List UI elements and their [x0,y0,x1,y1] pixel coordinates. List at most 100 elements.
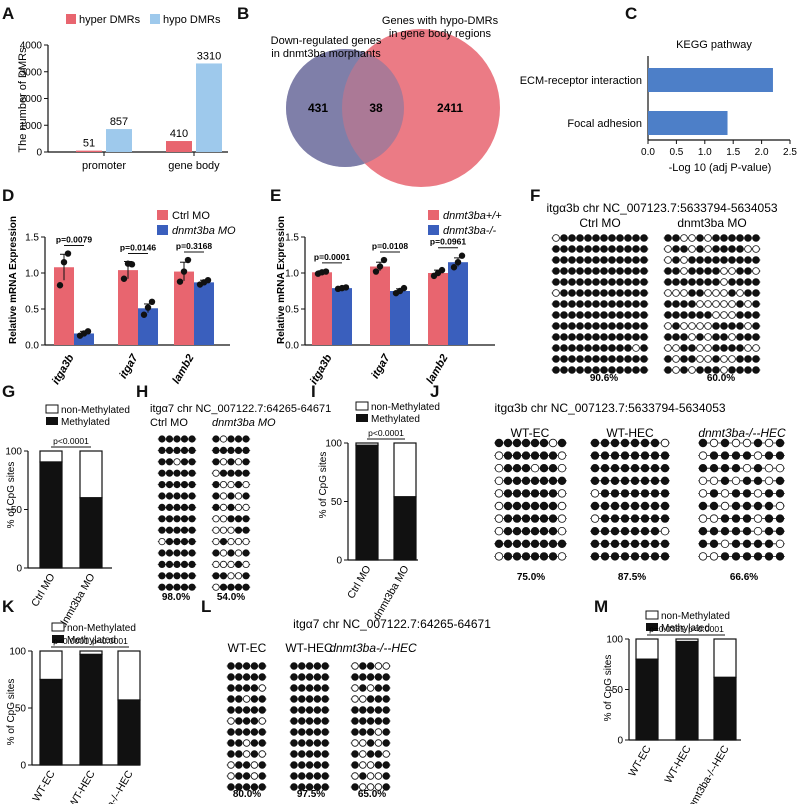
cpg-methylated-dot [227,783,235,791]
methylation-percent: 66.6% [730,572,758,583]
cpg-methylated-dot [764,539,774,548]
cpg-methylated-dot [731,489,741,498]
cpg-methylated-dot [672,256,680,264]
cpg-unmethylated-dot [704,322,712,330]
cpg-methylated-dot [165,458,174,466]
cpg-methylated-dot [698,501,708,511]
cpg-methylated-dot [696,278,704,286]
data-point [128,261,136,268]
cpg-methylated-dot [560,267,568,275]
cpg-methylated-dot [664,355,672,363]
panel-c: KEGG pathway -Log 10 (adj P-value) 0.0 0.… [520,39,798,174]
cpg-unmethylated-dot [728,333,736,341]
cpg-methylated-dot [640,322,648,330]
cpg-methylated-dot [584,333,592,341]
bar-methylated [39,678,63,766]
cpg-methylated-dot [672,234,680,242]
cpg-methylated-dot [188,572,196,580]
cpg-methylated-dot [744,355,752,363]
panel-letter-m: M [594,597,608,616]
cpg-methylated-dot [600,451,610,460]
cpg-methylated-dot [180,549,189,557]
cpg-methylated-dot [158,515,166,523]
cpg-unmethylated-dot [552,234,560,242]
cpg-methylated-dot [321,783,329,791]
bar [106,129,132,152]
y-axis-label: % of CpG sites [318,452,329,519]
cpg-methylated-dot [742,527,752,536]
cpg-methylated-dot [552,311,560,319]
data-label: 51 [83,138,95,150]
cpg-methylated-dot [235,684,243,692]
cpg-methylated-dot [608,278,616,286]
cpg-unmethylated-dot [696,300,704,308]
cpg-methylated-dot [560,355,568,363]
venn-right-title-1: Genes with hypo-DMRs [382,15,499,27]
cpg-unmethylated-dot [712,311,720,319]
group-label-dnmt3ba: dnmt3ba MO [677,216,746,230]
cpg-methylated-dot [620,489,630,498]
cpg-unmethylated-dot [219,435,228,443]
legend-label-hyper: hyper DMRs [79,14,141,26]
cpg-methylated-dot [576,355,584,363]
legend-label-unmethylated: non-Methylated [61,405,130,416]
cpg-methylated-dot [664,300,672,308]
cpg-methylated-dot [630,438,640,448]
cpg-methylated-dot [709,527,719,536]
cpg-methylated-dot [568,322,576,330]
cpg-methylated-dot [731,527,741,536]
data-point [400,284,408,292]
cpg-methylated-dot [688,278,696,286]
cpg-methylated-dot [305,783,314,791]
cpg-methylated-dot [610,552,620,561]
cpg-methylated-dot [576,234,584,242]
cpg-methylated-dot [660,514,670,523]
cpg-methylated-dot [227,492,235,500]
cpg-methylated-dot [608,311,616,319]
cpg-methylated-dot [321,739,329,747]
cpg-methylated-dot [742,539,752,548]
cpg-methylated-dot [698,464,708,473]
group-label-ctrl: Ctrl MO [579,216,620,230]
cpg-methylated-dot [539,451,549,460]
cpg-methylated-dot [731,552,741,561]
bar-methylated [635,658,659,741]
cpg-methylated-dot [610,501,620,511]
cpg-methylated-dot [752,311,760,319]
x-tick-label: 0.0 [641,147,655,158]
cpg-methylated-dot [620,501,630,511]
cpg-methylated-dot [576,333,584,341]
cpg-unmethylated-dot [219,560,228,569]
cpg-methylated-dot [650,514,660,523]
bar [194,282,214,345]
data-point [144,304,152,311]
cpg-methylated-dot [624,333,632,341]
cpg-methylated-dot [742,476,752,485]
cpg-methylated-dot [366,706,375,714]
cpg-methylated-dot [173,572,181,580]
y-tick-label: 1.0 [285,269,299,280]
cpg-methylated-dot [720,344,728,352]
cpg-methylated-dot [736,300,744,308]
cpg-methylated-dot [632,267,640,275]
cpg-methylated-dot [616,333,624,341]
cpg-methylated-dot [242,458,250,466]
cpg-methylated-dot [672,278,680,286]
cpg-unmethylated-dot [696,355,704,363]
cpg-methylated-dot [696,256,704,264]
cpg-unmethylated-dot [258,684,266,692]
x-tick-label: dnmt3ba MO [57,572,98,631]
cpg-methylated-dot [624,234,632,242]
cpg-unmethylated-dot [720,289,728,297]
cpg-methylated-dot [610,527,620,536]
cpg-methylated-dot [592,355,600,363]
cpg-methylated-dot [592,234,600,242]
cpg-methylated-dot [600,256,608,264]
cpg-methylated-dot [313,772,322,780]
x-tick-label: WT-HEC [66,768,97,804]
panel-letter-i: I [311,382,316,401]
cpg-unmethylated-dot [698,476,708,485]
cpg-methylated-dot [539,476,549,485]
cpg-methylated-dot [590,552,600,561]
cpg-unmethylated-dot [374,728,383,736]
